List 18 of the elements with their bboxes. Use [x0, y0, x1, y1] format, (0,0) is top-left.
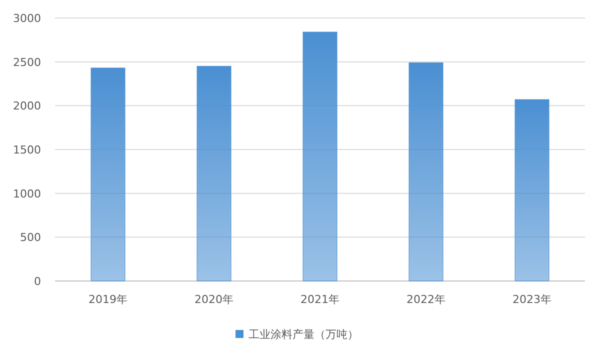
- bar: [302, 32, 338, 282]
- legend-label: 工业涂料产量（万吨）: [248, 328, 358, 341]
- x-tick-label: 2020年: [194, 293, 234, 306]
- x-tick-label: 2022年: [406, 293, 446, 306]
- y-tick-label: 2500: [13, 56, 41, 69]
- x-tick-label: 2019年: [88, 293, 128, 306]
- x-tick-label: 2023年: [512, 293, 552, 306]
- y-tick-label: 1500: [13, 144, 41, 156]
- y-tick-label: 500: [20, 231, 41, 244]
- y-tick-label: 2000: [13, 100, 41, 113]
- bar: [408, 62, 444, 282]
- x-tick-label: 2021年: [300, 293, 340, 306]
- y-tick-label: 1000: [13, 187, 41, 200]
- bar: [90, 68, 126, 282]
- y-tick-label: 0: [34, 275, 41, 288]
- bar: [196, 66, 232, 282]
- bar: [514, 99, 550, 282]
- y-tick-label: 3000: [13, 12, 41, 25]
